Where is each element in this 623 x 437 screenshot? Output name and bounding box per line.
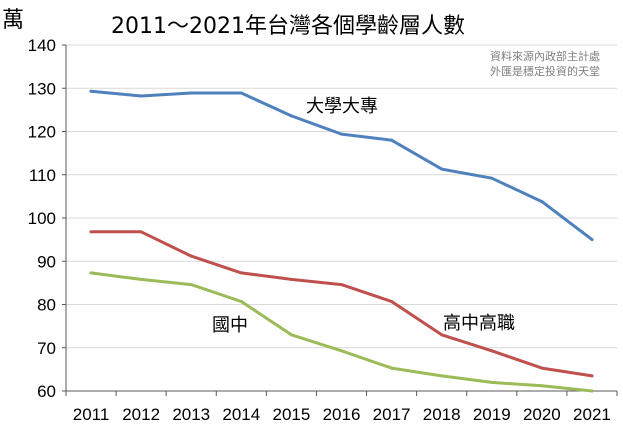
data-point (590, 238, 594, 242)
data-point (139, 230, 143, 234)
data-point (239, 271, 243, 275)
data-point (490, 380, 494, 384)
y-tick-label: 120 (28, 123, 56, 142)
data-point (540, 366, 544, 370)
y-tick-labels: 60 70 80 90 100 110 120 130 140 (28, 36, 56, 401)
data-point (390, 299, 394, 303)
data-point (540, 200, 544, 204)
data-point (289, 277, 293, 281)
y-tick-label: 140 (28, 36, 56, 55)
y-tick-label: 100 (28, 209, 56, 228)
x-tick-label: 2011 (73, 405, 110, 424)
data-point (189, 91, 193, 95)
data-point (89, 230, 93, 234)
data-point (440, 374, 444, 378)
chart-title: 2011～2021年台灣各個學齡層人數 (111, 14, 465, 39)
x-tick-label: 2017 (373, 405, 411, 424)
series-label-university: 大學大專 (306, 96, 378, 117)
series-lines (89, 89, 594, 393)
data-point (340, 132, 343, 136)
data-point (490, 349, 494, 353)
series-line-2 (89, 271, 594, 393)
source-line-1: 資料來源內政部主計處 (490, 49, 600, 63)
series-label-junior-high: 國中 (212, 315, 248, 336)
source-line-2: 外匯是穩定投資的天堂 (490, 64, 600, 78)
data-point (139, 277, 143, 281)
x-tick-label: 2013 (172, 405, 210, 424)
data-point (189, 254, 193, 258)
y-tick-label: 110 (29, 166, 56, 185)
x-tick-label: 2016 (323, 405, 361, 424)
data-point (340, 349, 343, 353)
x-tick-label: 2021 (573, 405, 611, 424)
axes (62, 44, 618, 396)
data-point (239, 299, 243, 303)
data-point (440, 167, 444, 171)
unit-label: 萬 (2, 8, 24, 33)
y-tick-label: 60 (37, 382, 56, 401)
y-tick-label: 130 (28, 79, 56, 98)
x-tick-label: 2015 (272, 405, 310, 424)
y-tick-label: 90 (37, 252, 56, 271)
data-point (89, 271, 93, 275)
data-point (390, 366, 394, 370)
data-point (490, 176, 494, 180)
data-point (340, 283, 343, 287)
x-tick-labels: 2011 2012 2013 2014 2015 2016 2017 2018 2019 2020… (73, 405, 611, 424)
data-point (89, 89, 93, 93)
x-tick-label: 2020 (523, 405, 561, 424)
data-point (590, 389, 594, 393)
data-point (239, 91, 243, 95)
data-point (390, 138, 394, 142)
series-label-senior-high: 高中高職 (443, 313, 515, 334)
data-point (139, 94, 143, 98)
y-tick-label: 70 (37, 339, 56, 358)
x-tick-label: 2018 (423, 405, 461, 424)
gridlines (66, 44, 617, 349)
data-point (540, 384, 544, 388)
series-line-1 (89, 230, 594, 378)
data-point (189, 283, 193, 287)
x-tick-label: 2014 (222, 405, 260, 424)
x-tick-label: 2012 (122, 405, 160, 424)
data-point (590, 374, 594, 378)
y-tick-label: 80 (37, 296, 56, 315)
data-point (440, 333, 444, 337)
data-point (289, 333, 293, 337)
x-tick-label: 2019 (473, 405, 511, 424)
data-point (289, 114, 293, 118)
